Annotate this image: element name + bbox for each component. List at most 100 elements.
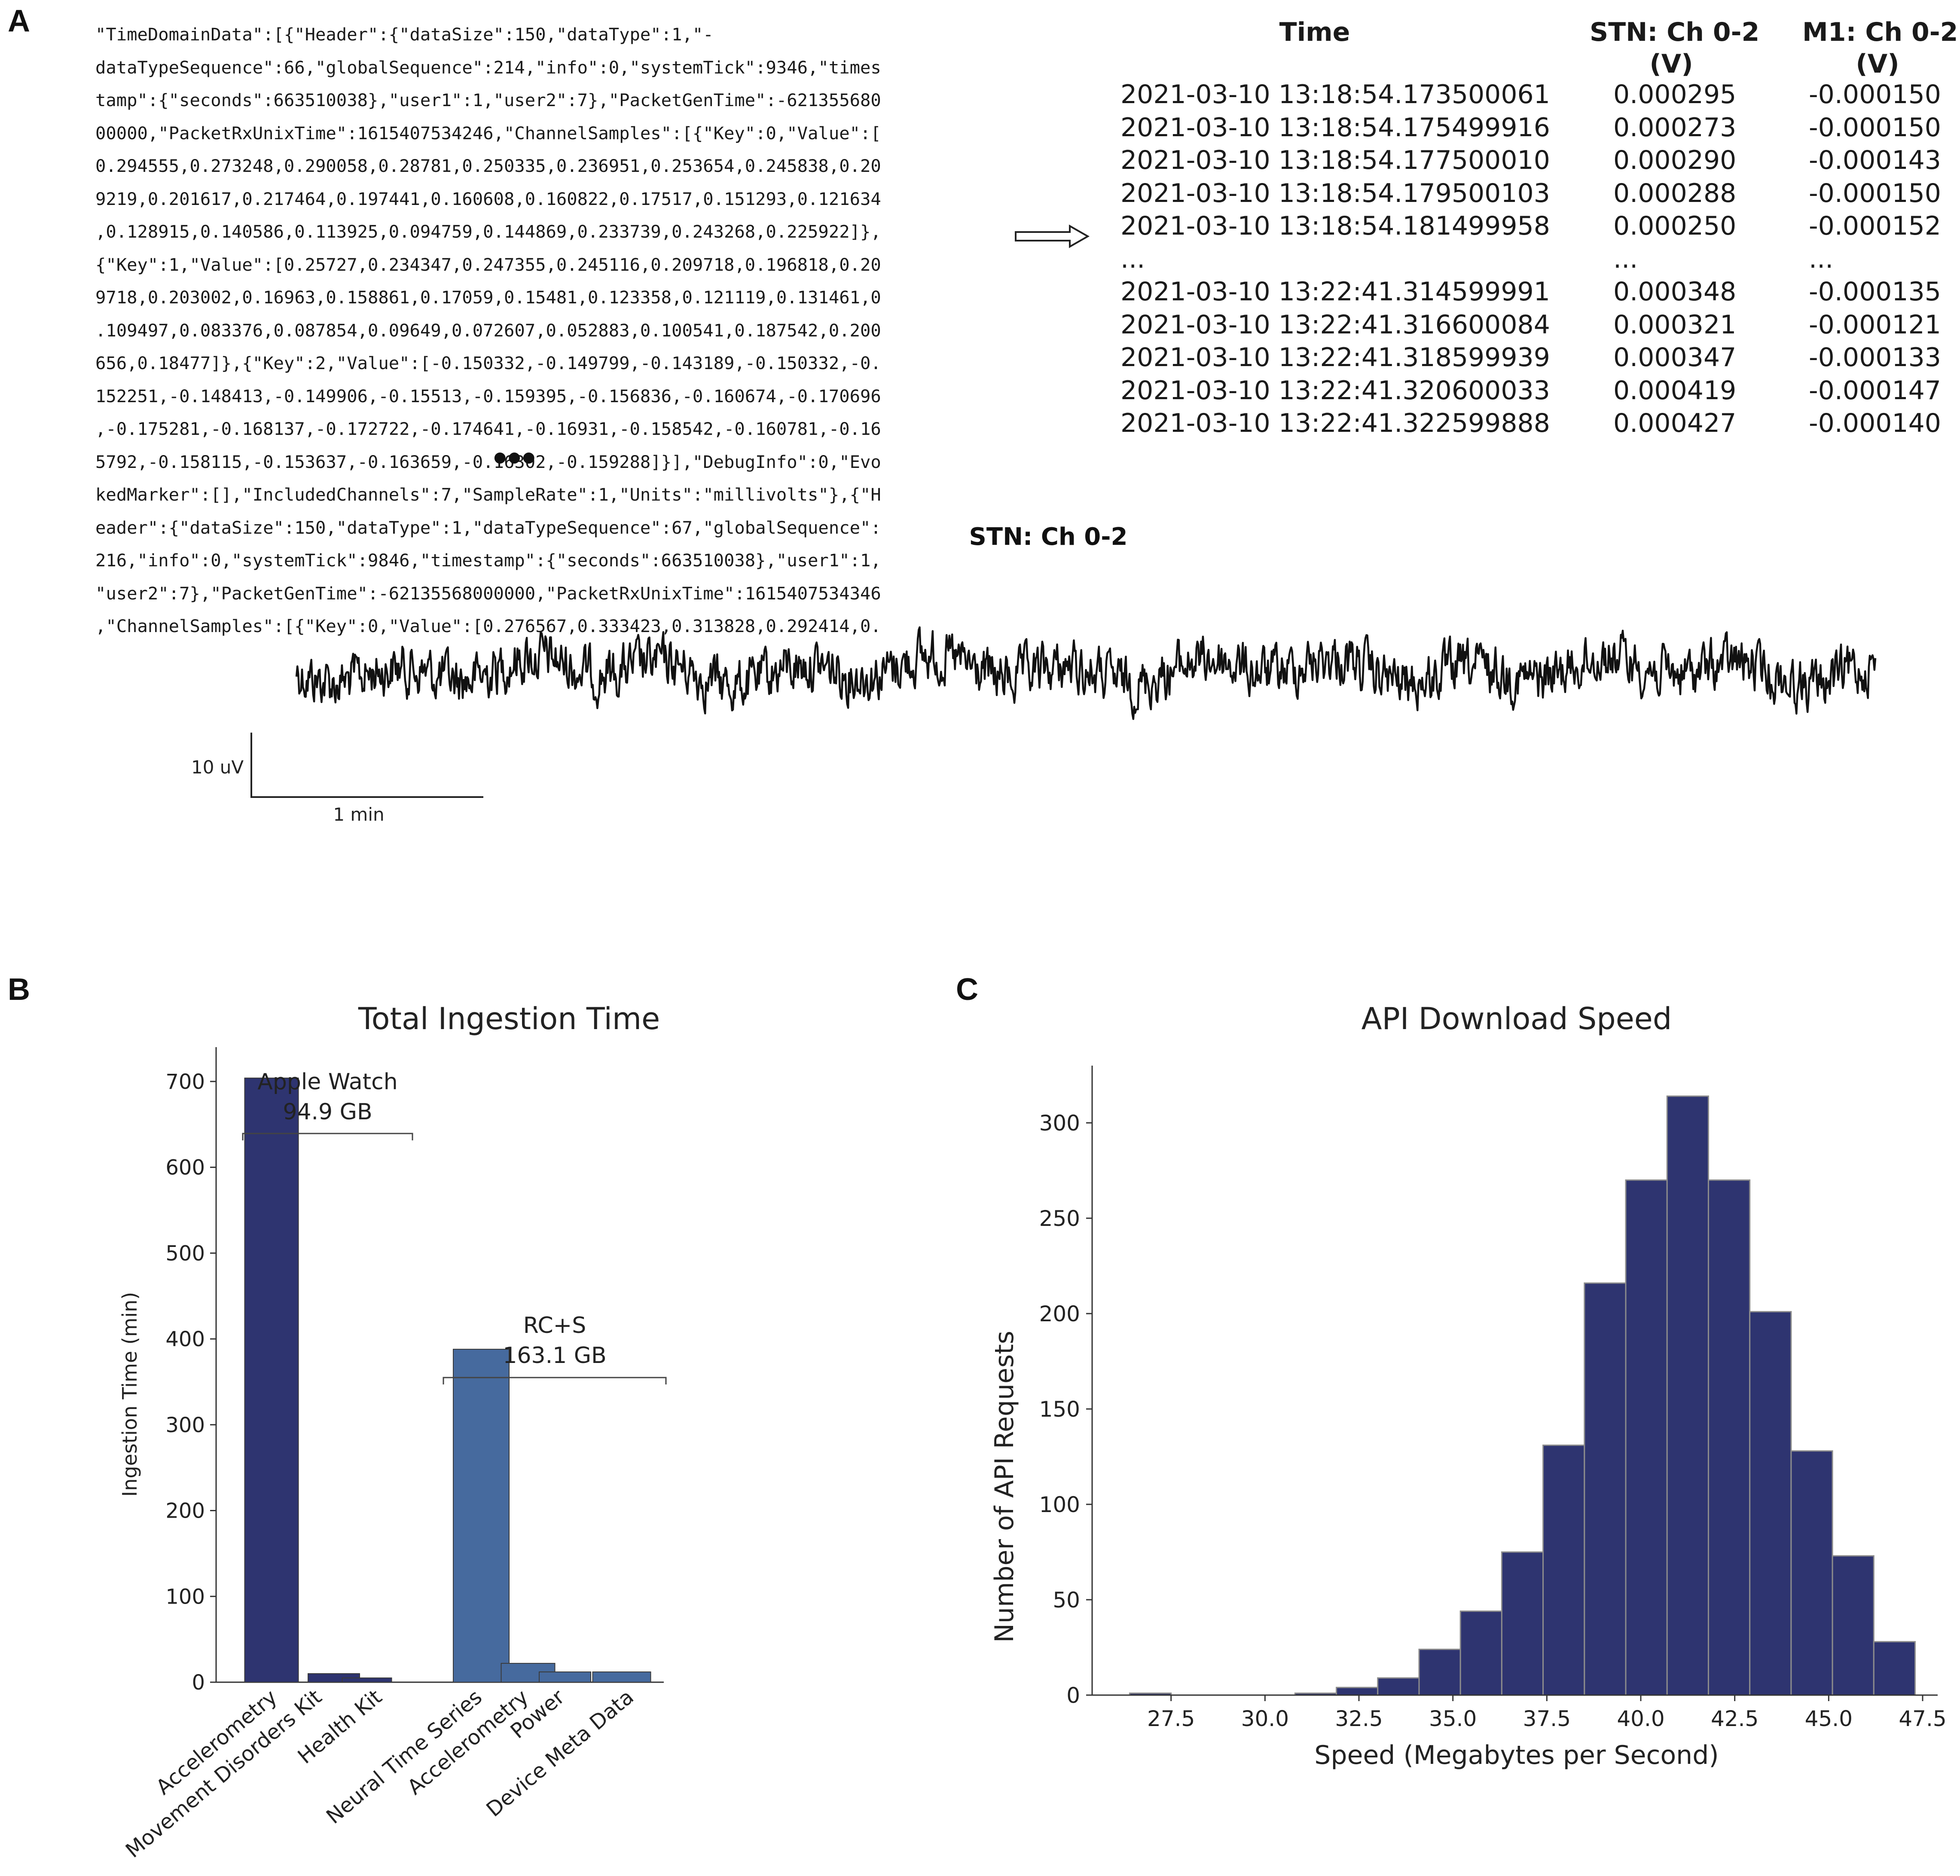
table-cell-m1: -0.000133 [1809,342,1941,373]
chart-b-ytick-label: 100 [165,1585,205,1609]
table-cell-time: 2021-03-10 13:18:54.179500103 [1120,178,1550,208]
table-cell-stn: 0.000295 [1613,79,1737,110]
table-cell-time: 2021-03-10 13:22:41.320600033 [1120,375,1550,406]
table-cell-m1: -0.000143 [1809,145,1941,175]
scale-bar-x-label: 1 min [333,804,384,825]
table-cell-time: 2021-03-10 13:18:54.177500010 [1120,145,1550,175]
table-cell-time: 2021-03-10 13:22:41.322599888 [1120,408,1550,438]
table-cell-m1: -0.000135 [1809,277,1941,307]
group-size-label: 94.9 GB [283,1099,372,1125]
table-cell-stn: 0.000290 [1613,145,1737,175]
group-name-label: RC+S [523,1313,586,1338]
table-cell-stn: 0.000347 [1613,342,1737,373]
panel-label-a: A [8,4,30,38]
table-cell-stn: 0.000288 [1613,178,1737,208]
group-size-label: 163.1 GB [503,1343,606,1369]
chart-c-xtick-label: 37.5 [1523,1706,1571,1731]
histogram-bin [1790,1450,1833,1696]
table-cell-m1: -0.000150 [1809,79,1941,110]
table-cell-time: 2021-03-10 13:22:41.318599939 [1120,342,1550,373]
chart-b-bar [592,1671,651,1683]
chart-b-ytick-label: 600 [165,1156,205,1180]
panel-label-c: C [956,972,978,1007]
table-cell-m1: -0.000152 [1809,211,1941,241]
table-cell-time: 2021-03-10 13:18:54.173500061 [1120,79,1550,110]
chart-c-ytick-label: 0 [1066,1683,1080,1708]
chart-c-title: API Download Speed [1362,1001,1672,1036]
chart-c-ytick-label: 200 [1039,1302,1080,1326]
chart-c-ytick-label: 300 [1039,1111,1080,1136]
table-cell-m1: -0.000140 [1809,408,1941,438]
table-cell-stn: 0.000419 [1613,375,1737,406]
chart-b-ytick-label: 500 [165,1241,205,1265]
histogram-bin [1749,1311,1792,1696]
table-header-m1: M1: Ch 0-2 (V) [1802,17,1958,79]
api-speed-histogram: API Download Speed 0 50 100 150 200 250 300 27.… [989,1001,1947,1770]
table-cell-time: 2021-03-10 13:18:54.175499916 [1120,112,1550,143]
group-bracket [242,1133,413,1140]
histogram-bin [1625,1179,1668,1696]
chart-c-xlabel: Speed (Megabytes per Second) [1314,1740,1719,1770]
chart-b-bar [453,1349,510,1683]
chart-b-bar [539,1671,591,1683]
chart-c-xtick-label: 47.5 [1899,1706,1946,1731]
chart-c-ylabel: Number of API Requests [989,1331,1020,1643]
table-cell-stn: 0.000427 [1613,408,1737,438]
chart-b-ytick-label: 0 [192,1671,205,1695]
histogram-bin [1459,1610,1502,1696]
group-bracket [443,1377,667,1384]
scale-bar-y-label: 10 uV [191,757,244,778]
histogram-bin [1832,1555,1875,1696]
histogram-bin [1584,1282,1627,1696]
chart-b-ytick-label: 700 [165,1070,205,1094]
histogram-bin [1542,1444,1585,1696]
trace-title: STN: Ch 0-2 [969,523,1128,551]
table-cell-stn: ... [1613,244,1638,274]
table-cell-m1: -0.000150 [1809,178,1941,208]
table-cell-m1: -0.000150 [1809,112,1941,143]
table-cell-m1: -0.000121 [1809,309,1941,340]
chart-c-xtick-label: 30.0 [1241,1706,1289,1731]
table-cell-stn: 0.000321 [1613,309,1737,340]
table-cell-m1: ... [1809,244,1834,274]
chart-c-xtick-label: 45.0 [1805,1706,1853,1731]
chart-c-ytick-label: 250 [1039,1206,1080,1231]
chart-c-xtick-label: 27.5 [1147,1706,1195,1731]
chart-c-xtick-label: 42.5 [1711,1706,1759,1731]
histogram-bin [1873,1641,1916,1696]
chart-b-bar [244,1077,299,1683]
table-cell-stn: 0.000250 [1613,211,1737,241]
group-name-label: Apple Watch [257,1069,397,1095]
histogram-bin [1707,1179,1751,1696]
histogram-bin [1377,1677,1420,1696]
table-header-stn: STN: Ch 0-2 (V) [1590,17,1760,79]
table-cell-time: 2021-03-10 13:22:41.314599991 [1120,277,1550,307]
chart-c-xtick-label: 40.0 [1617,1706,1664,1731]
table-cell-stn: 0.000273 [1613,112,1737,143]
chart-b-title: Total Ingestion Time [358,1001,660,1036]
chart-b-xtick-label: Movement Disorders Kit [121,1685,327,1863]
chart-b-ytick-label: 200 [165,1499,205,1523]
chart-c-xtick-label: 32.5 [1335,1706,1383,1731]
table-cell-time: 2021-03-10 13:22:41.316600084 [1120,309,1550,340]
continuation-dots: ••• [493,437,537,480]
table-cell-time: ... [1120,244,1145,274]
histogram-bin [1418,1648,1461,1696]
ingestion-time-chart: Total Ingestion Time 0 100 200 300 400 500 600… [118,1001,667,1863]
histogram-bin [1501,1551,1544,1696]
stn-signal-line [295,626,1877,720]
histogram-bin [1336,1687,1379,1696]
histogram-bin [1666,1095,1709,1696]
table-header-time: Time [1279,17,1350,47]
panel-label-b: B [8,972,30,1007]
chart-c-xtick-label: 35.0 [1429,1706,1477,1731]
chart-c-ytick-label: 50 [1053,1588,1080,1613]
chart-b-ytick-label: 300 [165,1413,205,1437]
conversion-arrow-icon [1015,224,1090,248]
chart-b-ylabel: Ingestion Time (min) [118,1292,141,1497]
chart-b-ytick-label: 400 [165,1327,205,1351]
table-cell-stn: 0.000348 [1613,277,1737,307]
scale-bar [250,733,483,798]
chart-c-ytick-label: 150 [1039,1397,1080,1422]
table-cell-time: 2021-03-10 13:18:54.181499958 [1120,211,1550,241]
